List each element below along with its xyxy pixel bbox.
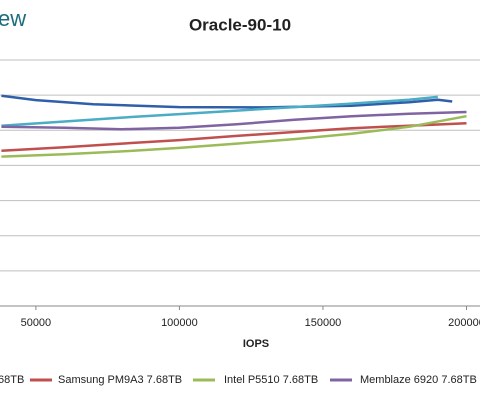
series-line bbox=[1, 114, 467, 158]
legend-label: Memblaze 6920 7.68TB bbox=[360, 374, 477, 386]
x-axis-title: IOPS bbox=[243, 338, 269, 350]
x-tick-label: 150000 bbox=[305, 317, 342, 329]
x-tick-label: 200000 bbox=[448, 317, 480, 329]
legend-label: 68TB bbox=[0, 374, 24, 386]
legend-label: Intel P5510 7.68TB bbox=[224, 374, 318, 386]
x-tick-label: 100000 bbox=[161, 317, 198, 329]
logo-fragment: ew bbox=[0, 6, 26, 31]
chart-title: Oracle-90-10 bbox=[189, 15, 291, 34]
series-line bbox=[1, 94, 453, 109]
series-line bbox=[1, 110, 467, 131]
legend-label: Samsung PM9A3 7.68TB bbox=[58, 374, 182, 386]
series-line bbox=[1, 122, 467, 152]
x-tick-label: 50000 bbox=[21, 317, 52, 329]
series-line bbox=[1, 95, 438, 127]
